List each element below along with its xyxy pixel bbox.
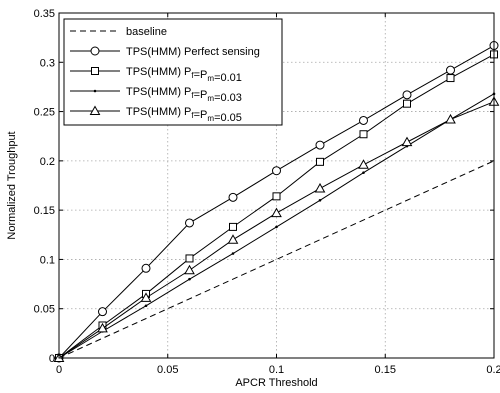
- data-point: [446, 65, 455, 75]
- data-point: [359, 130, 368, 139]
- data-point: [97, 322, 108, 333]
- data-point: [272, 192, 281, 201]
- data-point: [228, 192, 238, 202]
- data-point: [90, 46, 100, 56]
- data-point: [359, 115, 368, 125]
- x-tick-label: 0.1: [269, 364, 284, 376]
- data-point: [144, 304, 148, 308]
- data-point: [314, 182, 326, 193]
- y-tick-label: 0.35: [34, 8, 55, 20]
- data-point: [231, 252, 235, 255]
- series-circle: [54, 41, 499, 363]
- x-axis-label: APCR Threshold: [235, 377, 317, 389]
- data-point: [402, 90, 412, 100]
- data-point: [227, 234, 239, 244]
- legend-entry: TPS(HMM) Pf=Pm=0.05: [126, 106, 242, 124]
- data-point: [229, 222, 237, 231]
- y-tick-label: 0.1: [40, 254, 55, 266]
- data-point: [446, 74, 455, 83]
- data-point: [140, 292, 152, 302]
- y-tick-label: 0.15: [34, 205, 55, 217]
- y-tick-label: 0.25: [34, 107, 55, 119]
- data-point: [272, 166, 281, 176]
- x-tick-label: 0.2: [486, 364, 500, 376]
- data-point: [188, 277, 191, 281]
- data-point: [315, 140, 325, 150]
- y-axis-label: Normalized Troughput: [6, 131, 18, 239]
- data-point: [185, 254, 194, 263]
- legend-box: [63, 18, 283, 126]
- legend-entry: TPS(HMM) Perfect sensing: [126, 46, 260, 58]
- data-point: [358, 159, 369, 169]
- data-point: [318, 198, 322, 202]
- data-point: [445, 113, 456, 124]
- y-tick-label: 0.2: [40, 156, 55, 168]
- data-point: [93, 89, 97, 93]
- series-triangle: [53, 96, 500, 362]
- series-dot: [57, 92, 496, 360]
- data-point: [185, 218, 194, 228]
- data-point: [275, 225, 278, 229]
- data-point: [91, 67, 99, 75]
- y-tick-label: 0.3: [40, 57, 55, 69]
- data-point: [403, 99, 411, 108]
- legend-entry: TPS(HMM) Pf=Pm=0.03: [126, 86, 242, 104]
- data-point: [271, 207, 282, 218]
- data-point: [141, 263, 151, 273]
- legend-entry: TPS(HMM) Pf=Pm=0.01: [126, 66, 242, 84]
- legend-entry: baseline: [126, 26, 167, 38]
- x-tick-label: 0: [56, 364, 62, 376]
- series-lines: [53, 41, 500, 363]
- data-point: [316, 157, 324, 166]
- y-tick-label: 0.05: [34, 304, 55, 316]
- y-tick-label: 0: [49, 353, 55, 365]
- data-point: [184, 264, 195, 275]
- x-tick-label: 0.05: [157, 364, 178, 376]
- axis-ticks: 0 0.05 0.1 0.15 0.2 0 0.05 0.1 0.15 0.2 0.25 0.3 0.3…: [34, 8, 500, 376]
- legend: baseline TPS(HMM) Perfect sensing TPS(HMM)…: [63, 18, 283, 126]
- data-point: [98, 307, 107, 317]
- x-tick-label: 0.15: [375, 364, 396, 376]
- data-point: [89, 105, 101, 115]
- data-point: [401, 136, 413, 147]
- data-point: [362, 171, 365, 174]
